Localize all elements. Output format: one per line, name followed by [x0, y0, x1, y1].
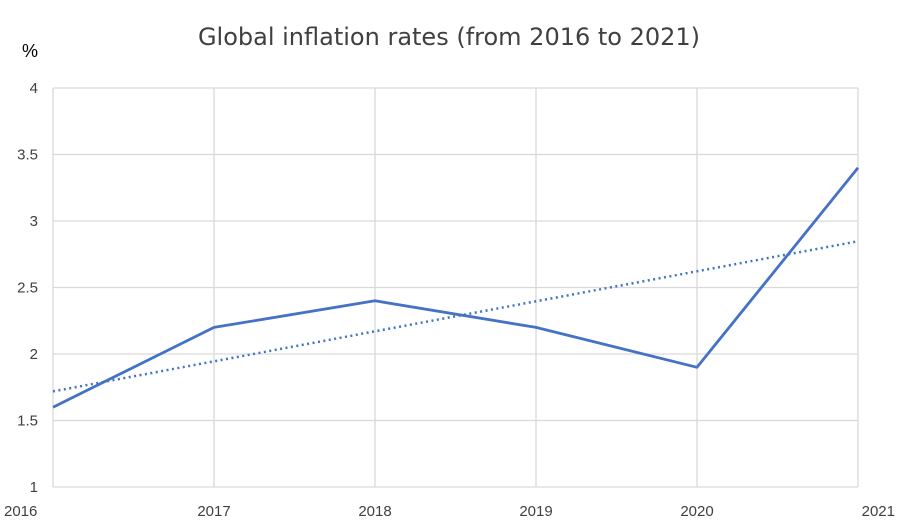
- x-tick-label-3: 2019: [519, 503, 552, 520]
- trendline: [52, 240, 859, 393]
- x-tick-label-4: 2020: [680, 503, 713, 520]
- y-tick-label-3: 2.5: [17, 280, 38, 297]
- y-tick-label-2: 2: [30, 346, 38, 363]
- y-tick-label-4: 3: [30, 213, 38, 230]
- y-tick-label-1: 1.5: [17, 413, 38, 430]
- series-line: [52, 166, 860, 409]
- y-tick-labels: 1 1.5 2 2.5 3 3.5 4: [17, 80, 38, 496]
- y-tick-label-6: 4: [30, 80, 38, 97]
- linear-trendline: [52, 240, 859, 393]
- gridlines: [52, 87, 859, 488]
- x-tick-label-2: 2018: [358, 503, 391, 520]
- y-axis-label: %: [22, 41, 38, 61]
- x-tick-label-1: 2017: [197, 503, 230, 520]
- x-tick-labels: 2016 2017 2018 2019 2020 2021: [4, 503, 895, 520]
- chart-title: Global inflation rates (from 2016 to 202…: [198, 23, 700, 51]
- y-tick-label-0: 1: [30, 479, 38, 496]
- x-tick-label-0: 2016: [4, 503, 37, 520]
- series-lines: [52, 166, 860, 409]
- x-tick-label-5: 2021: [862, 503, 895, 520]
- y-tick-label-5: 3.5: [17, 147, 38, 164]
